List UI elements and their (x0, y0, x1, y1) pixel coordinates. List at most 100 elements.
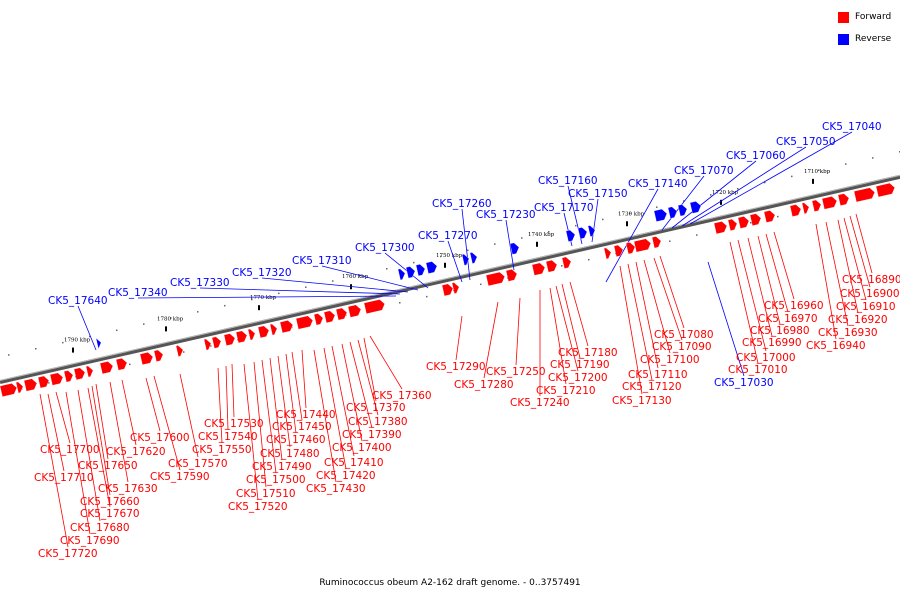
gene-label: CK5_17440 (276, 409, 336, 421)
gene-label: CK5_16980 (750, 325, 810, 337)
forward-gene-arrow (139, 352, 154, 365)
track-dot (129, 363, 131, 366)
track-dot (548, 231, 550, 233)
gene-label: CK5_16900 (840, 288, 900, 300)
gene-label: CK5_17420 (316, 470, 376, 482)
leader-line (87, 387, 111, 508)
forward-gene-arrow (0, 383, 18, 397)
track-dot (629, 212, 631, 215)
gene-label: CK5_17340 (108, 287, 168, 299)
track-dot (305, 286, 307, 288)
gene-label: CK5_16910 (836, 301, 896, 313)
gene-label: CK5_17000 (736, 352, 796, 364)
reverse-gene-arrow (509, 242, 520, 255)
gene-label: CK5_17330 (170, 277, 230, 289)
gene-label: CK5_17290 (426, 361, 486, 373)
leader-line (291, 351, 303, 421)
scale-label: 1750 kbp (436, 253, 463, 259)
gene-label: CK5_17010 (728, 364, 788, 376)
forward-gene-arrow (613, 244, 624, 257)
forward-gene-arrow (115, 358, 128, 371)
gene-label: CK5_17660 (80, 496, 140, 508)
leader-line (349, 341, 373, 429)
leader-line (549, 287, 567, 385)
forward-gene-arrow (837, 193, 850, 206)
forward-gene-arrow (727, 218, 738, 231)
leader-line (179, 373, 199, 458)
forward-gene-arrow (713, 221, 728, 235)
scale-tick (626, 221, 628, 227)
forward-gene-arrow (85, 365, 94, 378)
leader-line (47, 393, 65, 472)
track-dot (588, 258, 590, 261)
track-dot (413, 261, 415, 264)
scale-tick (812, 178, 814, 184)
leader-line (747, 237, 773, 337)
leader-line (55, 391, 71, 444)
gene-label: CK5_17380 (348, 416, 408, 428)
track-dot (669, 240, 671, 242)
track-dot (197, 311, 199, 313)
leader-line (243, 363, 259, 501)
leader-line (605, 188, 659, 283)
gene-label: CK5_17050 (776, 136, 836, 148)
scale-tick (72, 347, 74, 353)
forward-gene-arrow (485, 271, 505, 287)
track-dot (521, 237, 523, 239)
forward-gene-arrow (531, 262, 546, 276)
leader-line (659, 255, 685, 329)
legend-reverse: Reverse (838, 31, 898, 47)
leader-line (145, 377, 161, 432)
gene-label: CK5_17500 (246, 474, 306, 486)
scale-tick (258, 305, 260, 311)
gene-label: CK5_16930 (818, 327, 878, 339)
track-dot (359, 274, 361, 276)
gene-label: CK5_17630 (98, 483, 158, 495)
gene-label: CK5_17650 (78, 460, 138, 472)
track-dot (62, 341, 64, 344)
gene-label: CK5_17720 (38, 548, 98, 560)
leader-line (855, 213, 873, 274)
reverse-gene-arrow (469, 252, 478, 264)
gene-label: CK5_17370 (346, 402, 406, 414)
reverse-gene-arrow (405, 266, 416, 279)
leader-line (357, 339, 379, 416)
leader-line (217, 367, 223, 444)
leader-line (555, 285, 579, 372)
reverse-gene-arrow (689, 201, 702, 214)
gene-label: CK5_17300 (355, 242, 415, 254)
gene-label: CK5_17210 (536, 385, 596, 397)
scale-label: 1730 kbp (618, 211, 645, 217)
leader-line (635, 261, 659, 369)
forward-gene-arrow (853, 187, 875, 203)
gene-label: CK5_17620 (106, 446, 166, 458)
figure-caption: Ruminococcus obeum A2-162 draft genome. … (319, 578, 581, 588)
scale-tick (444, 262, 446, 268)
track-dot (467, 249, 469, 252)
gene-label: CK5_17250 (486, 366, 546, 378)
scale-label: 1720 kbp (712, 190, 739, 196)
leader-line (277, 355, 291, 448)
leader-line (849, 215, 871, 288)
forward-gene-arrow (801, 202, 810, 215)
leader-line (561, 283, 581, 359)
forward-gene-arrow (749, 213, 762, 226)
leader-line (363, 337, 377, 402)
gene-label: CK5_17450 (272, 421, 332, 433)
track-dot (602, 218, 604, 221)
leader-line (77, 305, 97, 351)
gene-label: CK5_17180 (558, 347, 618, 359)
gene-label: CK5_17260 (432, 198, 492, 210)
gene-label: CK5_17570 (168, 458, 228, 470)
leader-line (737, 239, 767, 352)
gene-label: CK5_17460 (266, 434, 326, 446)
leader-line (773, 231, 795, 300)
gene-label: CK5_16920 (828, 314, 888, 326)
leader-line (261, 277, 409, 293)
gene-label: CK5_17530 (204, 418, 264, 430)
forward-gene-arrow (561, 256, 572, 269)
gene-label: CK5_17120 (622, 381, 682, 393)
gene-label: CK5_17280 (454, 379, 514, 391)
gene-label: CK5_17160 (538, 175, 598, 187)
leader-line (77, 389, 101, 522)
